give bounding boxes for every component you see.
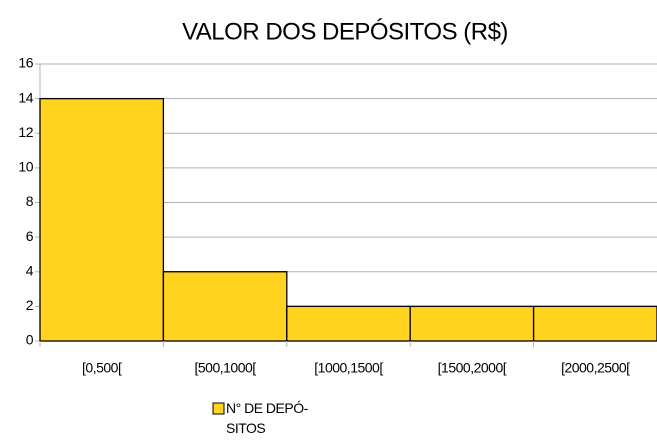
bar [409,305,535,342]
x-tick-label: [0,500[ [82,360,122,376]
y-tick-label: 2 [26,297,34,313]
y-tick-label: 4 [26,262,34,278]
x-tick-label: [1000,1500[ [314,360,383,376]
x-tick-label: [500,1000[ [195,360,257,376]
bar [162,271,288,342]
y-tick-label: 0 [26,332,34,348]
bar [532,305,657,342]
legend-swatch [212,402,225,415]
bar [39,97,165,342]
y-tick-label: 12 [18,124,33,140]
y-tick-label: 16 [18,55,33,71]
legend-label: N° DE DEPÓ-SITOS [226,400,308,436]
x-tick-label: [1500,2000[ [438,360,507,376]
y-tick-label: 10 [18,159,33,175]
bar [286,305,411,342]
chart-title: VALOR DOS DEPÓSITOS (R$) [182,18,508,45]
y-tick-label: 6 [26,228,34,244]
y-tick-label: 8 [26,193,34,209]
y-tick-label: 14 [18,89,33,105]
x-tick-label: [2000,2500[ [561,360,630,376]
